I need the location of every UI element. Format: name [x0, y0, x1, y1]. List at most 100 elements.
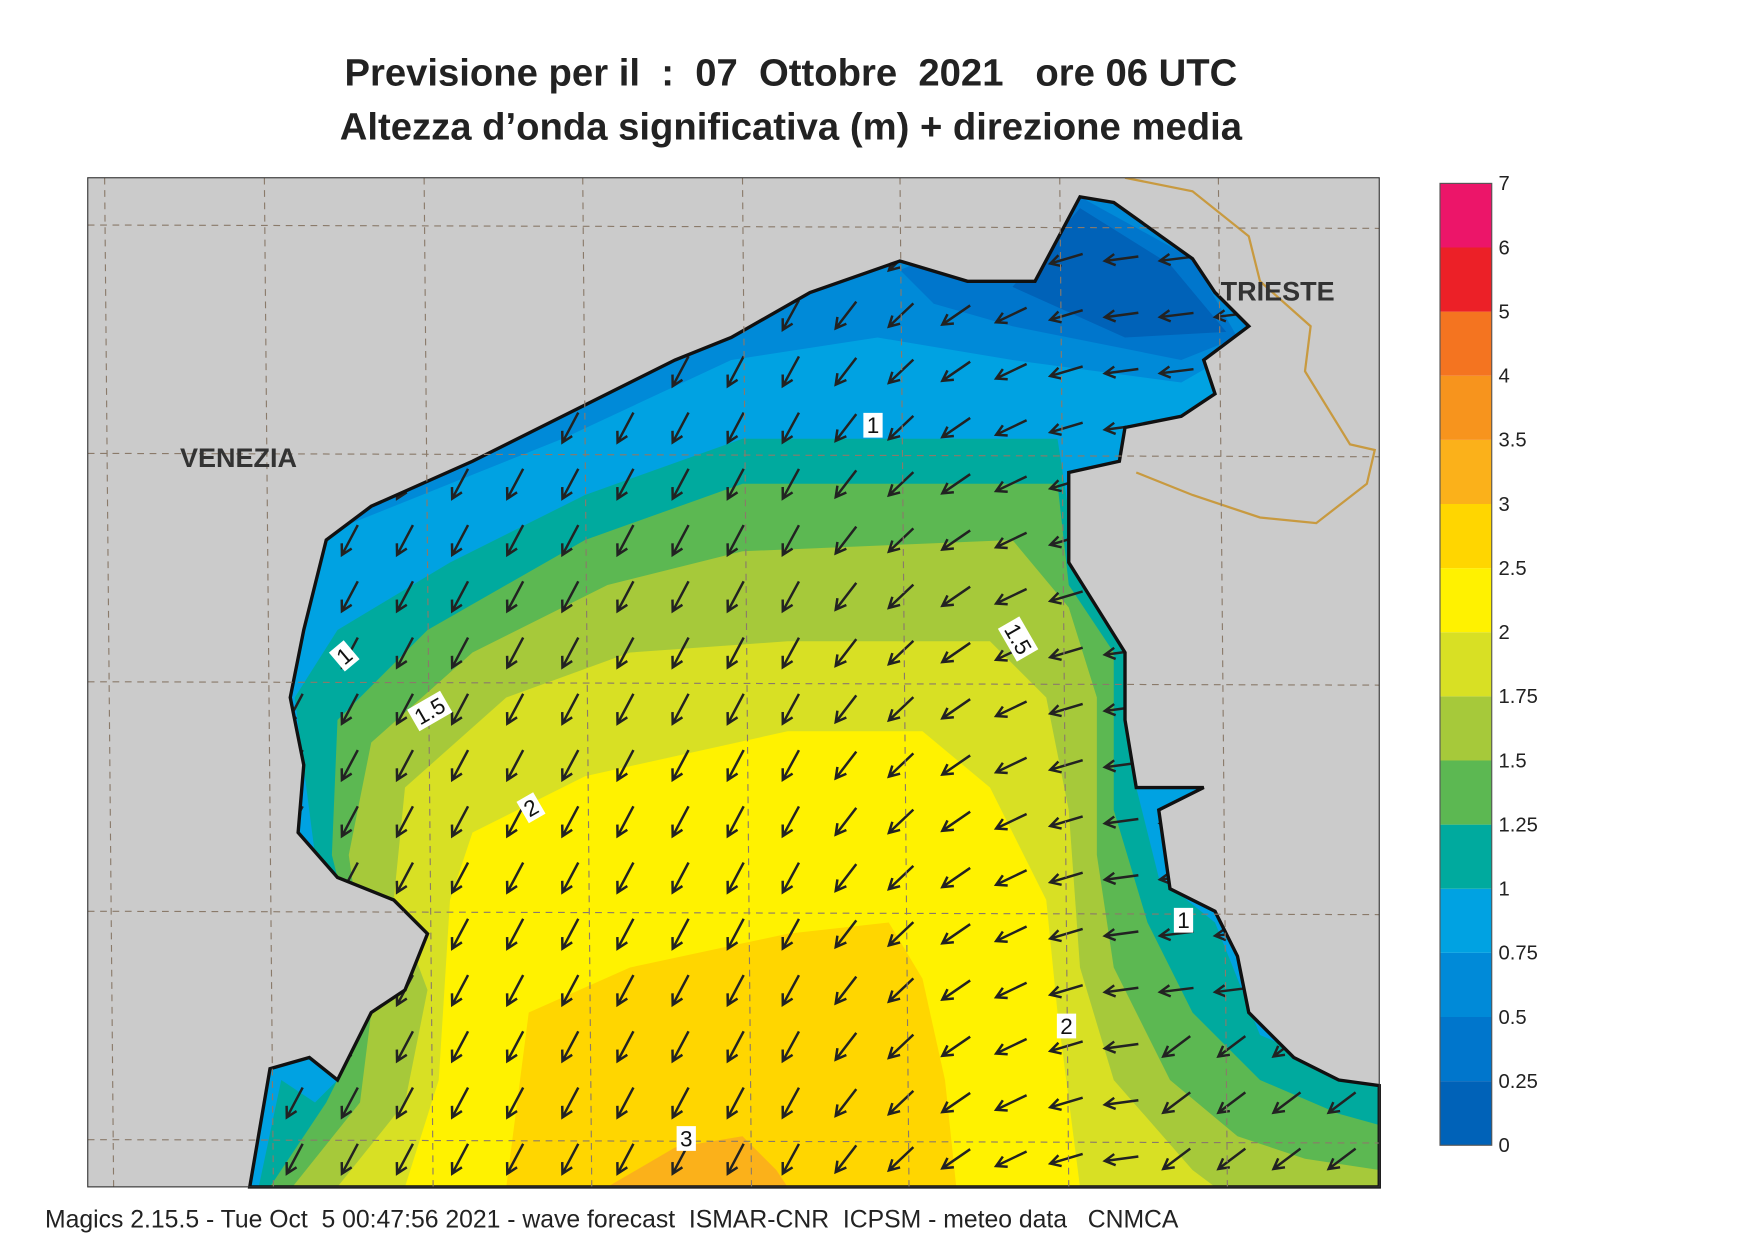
arrow	[671, 693, 690, 726]
arrow	[505, 580, 525, 614]
arrow	[887, 1089, 915, 1116]
arrow	[993, 1037, 1028, 1056]
arrow	[395, 1030, 415, 1064]
colorbar-bin	[1440, 696, 1492, 761]
arrow	[726, 1143, 745, 1176]
arrow	[561, 693, 580, 726]
arrow	[834, 1032, 858, 1062]
colorbar-label: 4	[1499, 366, 1510, 388]
arrow	[781, 468, 801, 501]
arrow	[993, 869, 1028, 887]
arrow	[993, 981, 1028, 1000]
arrow	[834, 1144, 858, 1175]
colorbar-label: 3.5	[1499, 430, 1527, 452]
arrow	[671, 805, 690, 839]
arrow	[340, 1143, 359, 1176]
arrow	[671, 1030, 690, 1064]
arrow	[887, 977, 915, 1004]
arrow	[726, 974, 745, 1008]
colorbar-bin	[1440, 504, 1492, 569]
band	[1012, 208, 1227, 338]
colorbar-bin	[1440, 888, 1492, 953]
arrow	[505, 1087, 525, 1120]
arrow	[726, 468, 745, 501]
arrow	[993, 475, 1028, 493]
arrow	[887, 1146, 915, 1173]
arrow	[671, 1087, 690, 1120]
arrow	[1047, 365, 1084, 380]
arrow	[834, 413, 858, 443]
arrow	[285, 1087, 304, 1120]
arrow	[940, 360, 971, 383]
arrow	[395, 1087, 415, 1120]
arrow	[940, 698, 971, 720]
arrow	[940, 1091, 971, 1114]
arrow	[340, 580, 359, 614]
arrow	[726, 749, 745, 783]
arrow	[616, 805, 635, 839]
arrow	[505, 468, 525, 501]
colorbar-bin	[1440, 952, 1492, 1017]
arrow	[285, 1143, 304, 1176]
arrow	[834, 525, 858, 556]
arrow	[1047, 815, 1084, 830]
arrow	[505, 974, 525, 1008]
arrow	[887, 639, 915, 666]
contour-label-text: 3	[680, 1126, 693, 1151]
arrow	[940, 641, 971, 664]
grid-line	[87, 224, 1380, 229]
arrow	[1047, 252, 1084, 268]
contour-label-box	[328, 640, 360, 672]
arrow	[616, 1143, 635, 1176]
colorbar-bin	[1440, 1081, 1492, 1146]
arrow	[834, 694, 858, 725]
arrow	[1157, 984, 1194, 998]
arrow	[1047, 702, 1084, 718]
arrow	[834, 582, 858, 612]
arrow	[561, 749, 580, 783]
arrow	[726, 412, 745, 445]
arrow	[616, 974, 635, 1008]
band	[607, 1136, 788, 1187]
arrow	[1047, 1040, 1084, 1055]
arrow	[450, 580, 470, 614]
arrow	[940, 304, 971, 327]
arrow	[726, 637, 745, 670]
colorbar-label: 2.5	[1499, 558, 1527, 580]
arrow	[1157, 365, 1194, 379]
arrow	[450, 468, 470, 501]
colorbar-bin	[1440, 824, 1492, 889]
grid-line	[87, 910, 1380, 916]
arrow	[781, 1030, 801, 1064]
arrow	[340, 1087, 359, 1120]
arrow	[834, 863, 858, 893]
place-label: TRIESTE	[1221, 276, 1335, 306]
arrow	[940, 923, 971, 945]
border	[1124, 177, 1377, 525]
arrow	[450, 1143, 470, 1176]
arrow	[395, 862, 415, 895]
arrow	[616, 918, 635, 951]
arrow	[1047, 646, 1084, 662]
arrow	[781, 749, 801, 783]
colorbar-bin	[1440, 247, 1492, 312]
colorbar-label: 6	[1499, 237, 1510, 259]
contour-label-box	[1056, 1013, 1077, 1039]
grid-line	[87, 1139, 1380, 1144]
arrow	[450, 862, 470, 895]
arrow	[616, 524, 635, 558]
colorbar-label: 2	[1499, 622, 1510, 644]
arrow	[505, 637, 525, 670]
contour-label: 1	[1173, 907, 1194, 933]
colorbar: 0 0.25 0.5 0.75 1 1.25 1.5 1.75 2 2.5 3 3.5 4 5 6 7	[1439, 173, 1538, 1157]
place-label: VENEZIA	[180, 443, 297, 473]
arrow	[561, 524, 580, 558]
arrow	[781, 918, 801, 951]
contour-label-text: 1	[867, 413, 880, 438]
colorbar-label: 0.25	[1499, 1071, 1538, 1093]
colorbar-label: 1.75	[1499, 686, 1538, 708]
arrow	[940, 1035, 971, 1058]
arrow	[993, 587, 1028, 606]
